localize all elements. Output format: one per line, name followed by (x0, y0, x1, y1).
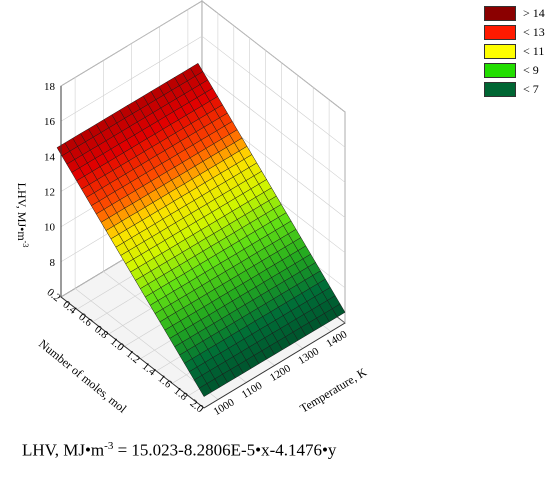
box-edge-1 (203, 322, 346, 409)
plot-box-front-edges (60, 86, 346, 409)
legend-label: < 13 (523, 25, 545, 39)
legend-swatch (484, 63, 516, 78)
regression-formula: LHV, MJ•m-3 = 15.023-8.2806E-5•x-4.1476•… (22, 440, 336, 461)
surface-plot: 810121416180.20.40.60.81.01.21.41.61.82.… (15, 0, 369, 418)
legend-item: < 9 (484, 61, 545, 80)
surface-mesh (56, 62, 346, 397)
legend-label: > 14 (523, 6, 545, 20)
x-axis-title: Temperature, K (297, 365, 369, 416)
legend-label: < 11 (523, 44, 545, 58)
legend-swatch (484, 6, 516, 21)
legend-item: < 7 (484, 80, 545, 99)
z-tick-label: 14 (44, 151, 56, 163)
legend-item: > 14 (484, 4, 545, 23)
legend-swatch (484, 82, 516, 97)
legend-label: < 7 (523, 82, 539, 96)
z-tick-label: 12 (44, 187, 55, 199)
legend-swatch (484, 44, 516, 59)
z-tick-label: 16 (44, 116, 56, 128)
surface-cell (198, 383, 213, 397)
formula-rhs: = 15.023-8.2806E-5•x-4.1476•y (113, 440, 337, 460)
legend-label: < 9 (523, 63, 539, 77)
formula-sup: -3 (104, 440, 114, 452)
legend-item: < 13 (484, 23, 545, 42)
formula-lhs: LHV, MJ•m (22, 440, 105, 460)
z-tick-label: 8 (50, 257, 56, 269)
legend-swatch (484, 25, 516, 40)
z-axis-title: LHV, MJ•m-3 (15, 183, 30, 248)
legend-item: < 11 (484, 42, 545, 61)
z-tick-label: 18 (44, 81, 56, 93)
y-tick-label: 0.2 (44, 286, 62, 304)
z-tick-label: 10 (44, 222, 56, 234)
legend: > 14 < 13 < 11 < 9 < 7 (484, 4, 545, 99)
box-edge-0 (60, 296, 205, 409)
